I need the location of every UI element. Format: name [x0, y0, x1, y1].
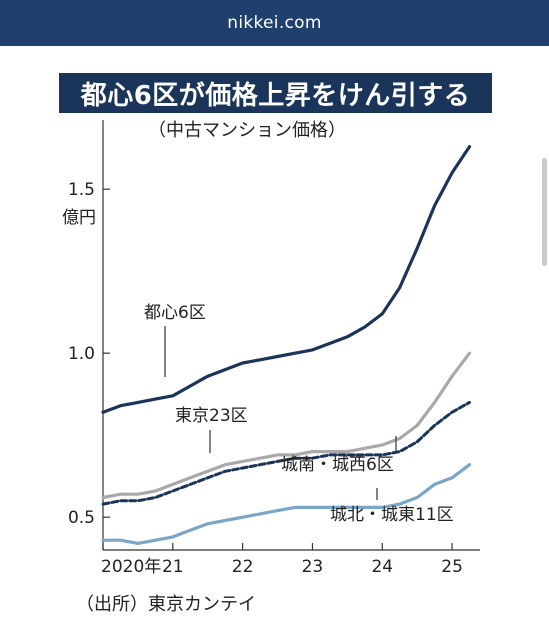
scrollbar[interactable]: [542, 158, 547, 266]
series-label: 城北・城東11区: [330, 505, 454, 525]
site-name[interactable]: nikkei.com: [227, 13, 322, 33]
chart-title: 都心6区が価格上昇をけん引する: [59, 73, 492, 113]
x-tick-label: 22: [232, 557, 254, 577]
site-header: nikkei.com: [0, 0, 549, 46]
x-tick-label: 21: [162, 557, 184, 577]
series-label: 城南・城西6区: [281, 455, 394, 475]
x-tick-label: 23: [302, 557, 324, 577]
x-tick-label: 2020年: [101, 557, 161, 577]
y-tick-label: 0.5: [68, 508, 95, 528]
series-line-1: [101, 351, 472, 500]
series-line-2: [101, 400, 471, 506]
chart-source: （出所）東京カンテイ: [76, 594, 256, 615]
series-line-0: [101, 145, 472, 414]
y-tick-label: 1.0: [68, 344, 95, 364]
y-tick-label: 1.5: [68, 180, 95, 200]
series-label: 東京23区: [175, 406, 248, 426]
y-axis-unit-label: 億円: [62, 208, 96, 228]
x-tick-label: 24: [371, 557, 393, 577]
series-line-3: [101, 463, 472, 546]
chart-axes: 0.5 1.0 1.5 2020年 21 22 23 24 25: [68, 120, 480, 577]
chart-title-text: 都心6区が価格上昇をけん引する: [80, 80, 471, 111]
series-label: 都心6区: [144, 303, 206, 323]
chart-series: [101, 145, 472, 546]
chart-subtitle: （中古マンション価格）: [148, 120, 346, 141]
x-tick-label: 25: [441, 557, 463, 577]
